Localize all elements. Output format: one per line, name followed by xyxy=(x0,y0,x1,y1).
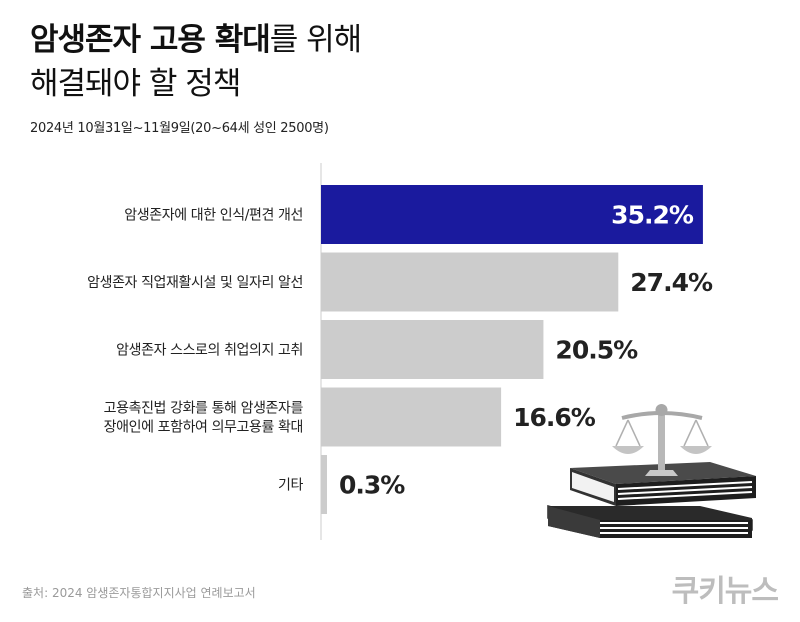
lower-book-icon xyxy=(547,505,753,538)
title-bold-part: 암생존자 고용 확대 xyxy=(30,22,271,58)
category-label-1: 암생존자에 대한 인식/편견 개선 xyxy=(124,208,303,224)
value-label-3: 20.5% xyxy=(555,336,638,365)
value-label-2: 27.4% xyxy=(630,268,713,297)
bars-group: 35.2% 암생존자에 대한 인식/편견 개선 27.4% 암생존자 직업재활시설 및… xyxy=(87,185,714,514)
bar-3 xyxy=(321,320,544,379)
scale-icon xyxy=(612,404,712,476)
books-and-scale-illustration xyxy=(547,404,756,538)
bar-2 xyxy=(321,252,619,312)
chart-title: 암생존자 고용 확대를 위해 해결돼야 할 정책 xyxy=(30,18,362,106)
title-line-2: 해결돼야 할 정책 xyxy=(30,66,241,102)
value-label-4: 16.6% xyxy=(513,403,596,432)
bar-1 xyxy=(321,185,703,244)
value-label-5: 0.3% xyxy=(339,471,405,500)
category-label-5: 기타 xyxy=(278,478,303,494)
chart-subtitle: 2024년 10월31일~11월9일(20~64세 성인 2500명) xyxy=(30,121,329,136)
source-note: 출처: 2024 암생존자통합지지사업 연례보고서 xyxy=(22,586,256,600)
title-line-1: 암생존자 고용 확대를 위해 xyxy=(30,18,362,62)
category-label-3: 암생존자 스스로의 취업의지 고취 xyxy=(116,343,303,359)
bar-5 xyxy=(321,455,327,514)
category-label-2: 암생존자 직업재활시설 및 일자리 알선 xyxy=(87,275,303,291)
value-label-1: 35.2% xyxy=(611,201,694,230)
title-regular-part: 를 위해 xyxy=(269,22,362,58)
category-label-4: 장애인에 포함하여 의무고용률 확대 xyxy=(104,420,303,436)
publisher-logo: 쿠키뉴스 xyxy=(671,574,779,609)
category-label-4: 고용촉진법 강화를 통해 암생존자를 xyxy=(104,401,304,417)
bar-4 xyxy=(321,387,502,447)
upper-book-icon xyxy=(570,462,756,506)
